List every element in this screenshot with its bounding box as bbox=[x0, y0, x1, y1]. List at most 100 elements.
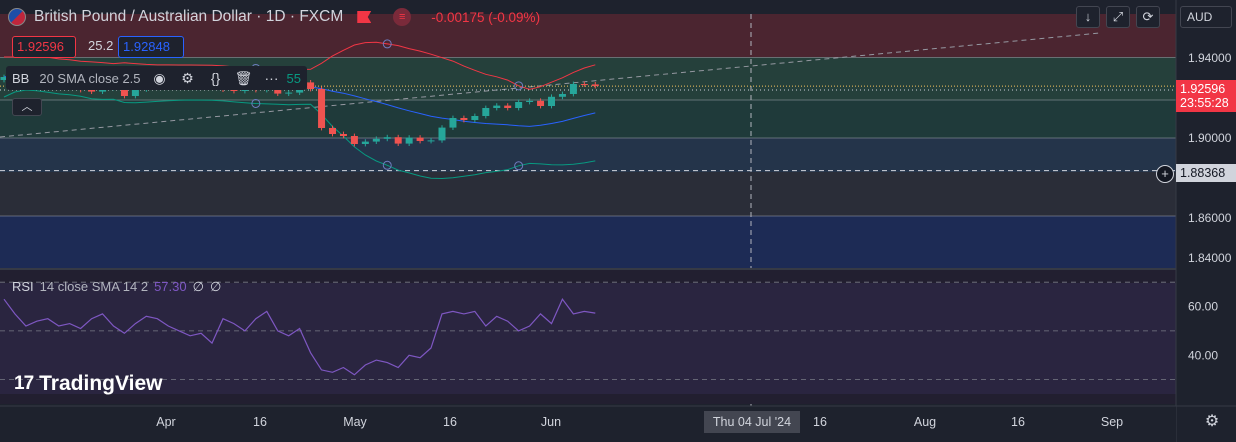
time-axis-label: Sep bbox=[1101, 415, 1123, 429]
candle-body bbox=[88, 90, 96, 92]
candle-body bbox=[569, 84, 577, 94]
candle-body bbox=[307, 82, 315, 89]
candle-body bbox=[394, 137, 402, 144]
restore-icon[interactable]: ⟳ bbox=[1136, 6, 1160, 28]
candle-body bbox=[580, 84, 588, 85]
spread-value: 25.2 bbox=[88, 38, 114, 53]
time-axis-label: May bbox=[343, 415, 367, 429]
rsi-axis-label: 40.00 bbox=[1188, 348, 1218, 362]
price-axis-bg bbox=[1176, 0, 1236, 442]
candle-body bbox=[274, 88, 282, 94]
candle-body bbox=[526, 100, 534, 102]
rsi-pane bbox=[0, 270, 1176, 404]
bb-value: 55 bbox=[286, 70, 301, 86]
candle-body bbox=[482, 108, 490, 116]
bb-anchor-point bbox=[514, 81, 524, 91]
candle-body bbox=[372, 138, 380, 142]
rsi-axis-label: 60.00 bbox=[1188, 300, 1218, 314]
more-icon[interactable]: ··· bbox=[264, 70, 279, 86]
rsi-band bbox=[0, 283, 1176, 394]
candle-body bbox=[318, 89, 326, 128]
candle-body bbox=[329, 128, 336, 134]
settings-gear-icon[interactable]: ⚙ bbox=[1204, 413, 1220, 430]
currency-flag-icon bbox=[8, 8, 26, 26]
rsi-line bbox=[3, 298, 596, 376]
current-price: 1.92596 bbox=[1180, 82, 1226, 96]
candle-body bbox=[558, 94, 566, 97]
candle-body bbox=[383, 137, 391, 139]
buy-button[interactable]: 1.92848 bbox=[118, 36, 184, 58]
bb-anchor-point bbox=[382, 160, 392, 170]
fullscreen-icon[interactable]: ⤢ bbox=[1106, 6, 1130, 28]
bb-name: BB bbox=[12, 70, 30, 86]
bb-params: 20 SMA close 2.5 bbox=[39, 70, 141, 86]
bb-anchor-point bbox=[251, 98, 261, 108]
bar-countdown: 23:55:28 bbox=[1180, 96, 1229, 110]
zone-navy bbox=[0, 216, 1176, 268]
candle-body bbox=[460, 118, 468, 120]
candle-body bbox=[230, 89, 238, 91]
rsi-legend[interactable]: RSI 14 close SMA 14 2 57.30 ∅ ∅ bbox=[12, 279, 221, 295]
time-axis-label: Apr bbox=[156, 415, 175, 429]
rsi-value-3: ∅ bbox=[209, 279, 222, 294]
gear-icon[interactable]: ⚙ bbox=[181, 69, 194, 86]
bb-anchor-point bbox=[514, 161, 524, 171]
candle-body bbox=[361, 141, 369, 144]
bb-anchor-point bbox=[382, 39, 392, 49]
time-axis-bg bbox=[0, 406, 1176, 442]
logo-text: TradingView bbox=[39, 372, 163, 395]
time-axis-label: 16 bbox=[813, 415, 827, 429]
candle-body bbox=[339, 134, 347, 136]
candle-body bbox=[405, 137, 413, 144]
crosshair-price-tag: 1.88368 bbox=[1176, 164, 1236, 182]
price-axis-label: 1.94000 bbox=[1188, 51, 1232, 65]
crosshair-date-tag: Thu 04 Jul '24 bbox=[704, 411, 800, 433]
price-axis-label: 1.84000 bbox=[1188, 251, 1232, 265]
candle-body bbox=[285, 92, 293, 94]
zone-green-dark bbox=[0, 100, 1176, 138]
sell-button[interactable]: 1.92596 bbox=[12, 36, 76, 58]
code-braces-icon[interactable]: {} bbox=[210, 70, 221, 86]
logo-mark: 17 bbox=[14, 373, 34, 394]
rsi-params: 14 close SMA 14 2 bbox=[39, 279, 149, 294]
candle-body bbox=[504, 105, 512, 108]
bb-lower-line bbox=[3, 89, 596, 180]
rsi-value: 57.30 bbox=[154, 279, 187, 294]
add-alert-plus-icon[interactable]: + bbox=[1156, 165, 1174, 183]
chart-toolbar: ↓ ⤢ ⟳ bbox=[1076, 6, 1160, 28]
current-price-tag: 1.92596 23:55:28 bbox=[1176, 80, 1236, 112]
trend-line bbox=[0, 32, 1101, 138]
eye-icon[interactable]: ◉ bbox=[153, 69, 166, 86]
currency-select[interactable]: AUD bbox=[1180, 6, 1232, 28]
candle-body bbox=[471, 116, 479, 120]
zone-gray bbox=[0, 172, 1176, 216]
candle-body bbox=[350, 136, 358, 144]
time-axis-label: 16 bbox=[443, 415, 457, 429]
tradingview-logo[interactable]: 17 TradingView bbox=[14, 372, 162, 396]
down-arrow-icon[interactable]: ↓ bbox=[1076, 6, 1100, 28]
candle-body bbox=[438, 127, 446, 141]
price-change: -0.00175 (-0.09%) bbox=[431, 9, 541, 25]
candle-body bbox=[449, 118, 457, 128]
candle-body bbox=[0, 77, 8, 80]
time-axis-label: Aug bbox=[914, 415, 936, 429]
trash-icon[interactable]: 🗑 bbox=[234, 69, 253, 86]
candle-body bbox=[427, 140, 435, 142]
rsi-value-2: ∅ bbox=[192, 279, 204, 294]
collapse-legend-button[interactable]: ︿ bbox=[12, 98, 42, 116]
price-axis-label: 1.90000 bbox=[1188, 131, 1232, 145]
candle-body bbox=[515, 102, 523, 108]
time-axis-label: 16 bbox=[253, 415, 267, 429]
candle-body bbox=[591, 84, 599, 87]
time-axis-label: 16 bbox=[1011, 415, 1025, 429]
price-axis-label: 1.86000 bbox=[1188, 211, 1232, 225]
zone-red bbox=[0, 14, 1176, 58]
flag-icon[interactable] bbox=[357, 11, 372, 23]
candle-body bbox=[537, 100, 545, 106]
candle-body bbox=[493, 105, 501, 108]
bb-indicator-legend[interactable]: BB 20 SMA close 2.5 ◉ ⚙ {} 🗑 ··· 55 bbox=[6, 66, 307, 90]
symbol-header: British Pound / Australian Dollar · 1D ·… bbox=[8, 6, 540, 28]
candle-body bbox=[131, 89, 139, 96]
symbol-title[interactable]: British Pound / Australian Dollar · 1D ·… bbox=[34, 8, 344, 25]
equals-icon[interactable]: ≡ bbox=[393, 8, 412, 26]
